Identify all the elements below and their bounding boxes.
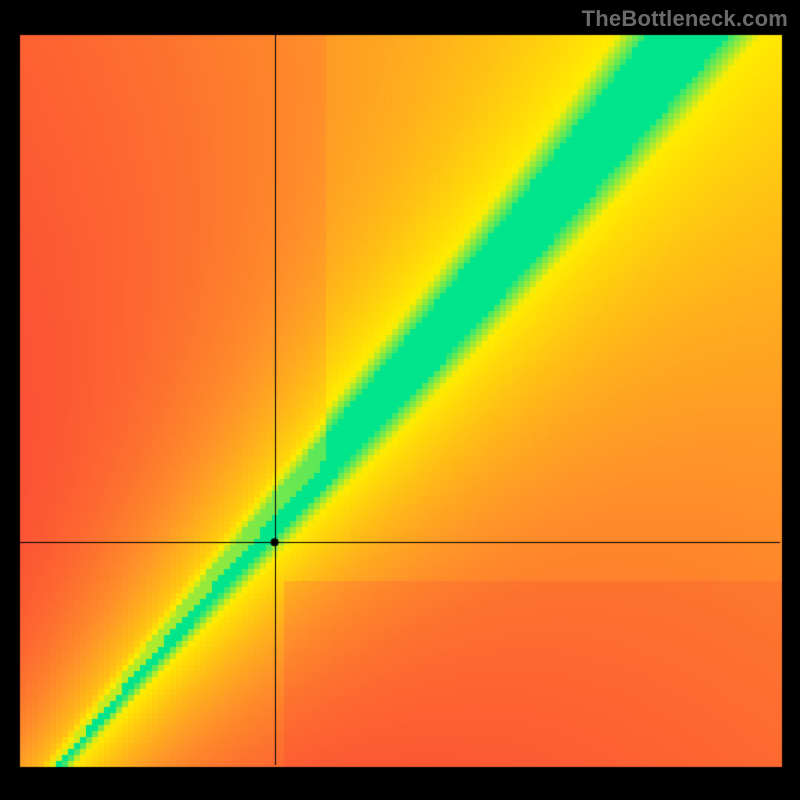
watermark-text: TheBottleneck.com: [582, 6, 788, 32]
heatmap-canvas: [0, 0, 800, 800]
chart-container: TheBottleneck.com: [0, 0, 800, 800]
